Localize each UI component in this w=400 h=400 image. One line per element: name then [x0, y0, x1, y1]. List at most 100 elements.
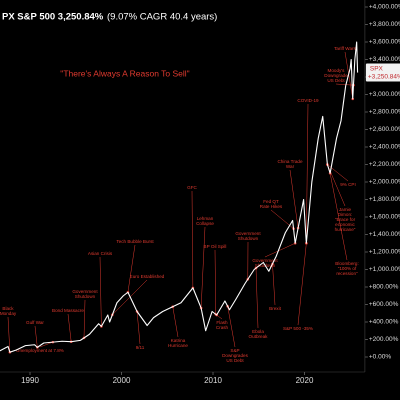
annotation-text: Asian Crisis [88, 251, 113, 256]
annotation-text: Shutdown [75, 294, 96, 299]
annotation-leader [34, 325, 38, 348]
end-tag-label: +3,250.84% [368, 73, 400, 80]
annotation-text: Government [252, 258, 278, 263]
annotation-leader [255, 268, 259, 329]
annotation-leader [99, 256, 102, 327]
annotation-text: Tech Bubble Burst [116, 239, 154, 244]
y-tick-label: +400.00% [369, 319, 399, 326]
annotation-text: Euro Established [130, 274, 165, 279]
annotation-text: recession" [336, 271, 358, 276]
annotation-text: Brexit [269, 306, 281, 311]
annotation-text: US Debt [226, 358, 244, 363]
x-tick-label: 2000 [113, 376, 131, 385]
annotation-leader [172, 306, 179, 338]
annotation-text: Collapse [196, 221, 214, 226]
annotation-text: COVID-19 [297, 98, 319, 103]
annotation-leader [112, 279, 148, 315]
y-tick-label: +1,600.00% [369, 214, 400, 221]
annotation-text: GFC [187, 185, 197, 190]
x-tick-label: 2010 [204, 376, 222, 385]
annotation-leader [264, 243, 296, 258]
headline: "There's Always A Reason To Sell" [60, 68, 189, 78]
annotation-text: Unemployment at 7.8% [16, 348, 64, 353]
annotation-text: Government [235, 231, 261, 236]
annotation-leader [289, 169, 299, 229]
y-tick-label: +2,200.00% [369, 161, 400, 168]
annotation-leader [297, 243, 307, 326]
annotation-text: Bond Massacre [52, 308, 84, 313]
annotation-text: "Brace for [335, 217, 356, 222]
y-tick-label: +1,200.00% [369, 249, 400, 256]
annotation-text: Dimon: [338, 212, 353, 217]
annotation-text: Outbreak [249, 334, 269, 339]
annotation-text: Tariff Wars [334, 46, 356, 51]
annotation-leader [306, 103, 309, 244]
annotation-text: economic [335, 222, 355, 227]
annotation-text: S&P 500 -35% [283, 326, 313, 331]
chart-subtitle: (9.07% CAGR 40.4 years) [107, 12, 217, 23]
end-tag-name: SPX [370, 65, 384, 72]
annotation-text: Government [72, 289, 98, 294]
annotation-text: Hurricane [168, 343, 188, 348]
annotation-text: Downgrade [324, 73, 348, 78]
annotation-text: Fed QT [263, 199, 279, 204]
annotation-text: Gulf War [26, 320, 44, 325]
annotation-leader [136, 311, 141, 345]
annotation-leader [329, 173, 348, 261]
y-tick-label: +2,800.00% [369, 109, 400, 116]
annotation-leader [272, 263, 276, 306]
annotation-text: Katrina [171, 338, 186, 343]
end-tag [365, 63, 400, 82]
annotation-leader [191, 190, 194, 288]
annotation-text: hurricane" [335, 227, 356, 232]
y-tick-label: +3,000.00% [369, 91, 400, 98]
y-tick-label: +3,400.00% [369, 56, 400, 63]
x-tick-label: 2020 [296, 376, 314, 385]
y-tick-label: +2,000.00% [369, 179, 400, 186]
annotation-text: Flash [216, 320, 228, 325]
y-tick-label: +3,600.00% [369, 39, 400, 46]
annotation-text: Bloomberg: [335, 261, 359, 266]
annotation-text: S&P [230, 348, 239, 353]
annotation-text: Rate Hikes [260, 204, 283, 209]
annotation-leader [200, 226, 206, 309]
y-tick-label: +1,800.00% [369, 196, 400, 203]
annotation-text: Black [2, 306, 14, 311]
annotation-text: Monday [0, 311, 17, 316]
annotation-text: Downgrades [222, 353, 248, 358]
annotation-text: Jamie [339, 207, 352, 212]
annotation-leader [7, 316, 11, 353]
price-line [0, 41, 359, 353]
y-tick-label: +1,000.00% [369, 266, 400, 273]
y-tick-label: +2,400.00% [369, 144, 400, 151]
annotation-text: Crash [216, 325, 229, 330]
x-tick-label: 1990 [21, 376, 39, 385]
y-tick-label: +1,400.00% [369, 231, 400, 238]
y-tick-label: +2,600.00% [369, 126, 400, 133]
y-tick-label: +600.00% [369, 301, 399, 308]
y-tick-label: +0.00% [369, 354, 391, 361]
annotation-text: US Debt [327, 78, 345, 83]
annotation-text: 9% CPI [340, 182, 356, 187]
annotation-leader [39, 341, 53, 348]
annotation-text: War [286, 164, 295, 169]
annotation-text: Shutdown [238, 236, 259, 241]
annotation-text: Moody's [328, 68, 346, 73]
annotation-leader [227, 306, 236, 348]
annotation-text: 9/11 [136, 345, 145, 350]
annotation-text: Ebola [252, 329, 264, 334]
y-tick-label: +4,000.00% [369, 4, 400, 11]
y-tick-label: +3,800.00% [369, 21, 400, 28]
annotation-text: BP Oil Spill [204, 244, 227, 249]
annotation-leader [214, 249, 217, 315]
annotation-leader [83, 299, 86, 338]
annotation-text: "100% of [338, 266, 357, 271]
y-tick-label: +800.00% [369, 284, 399, 291]
annotation-text: China Trade [277, 159, 302, 164]
annotation-text: Lehman [197, 216, 214, 221]
annotation-leader [67, 313, 72, 342]
y-tick-label: +200.00% [369, 336, 399, 343]
